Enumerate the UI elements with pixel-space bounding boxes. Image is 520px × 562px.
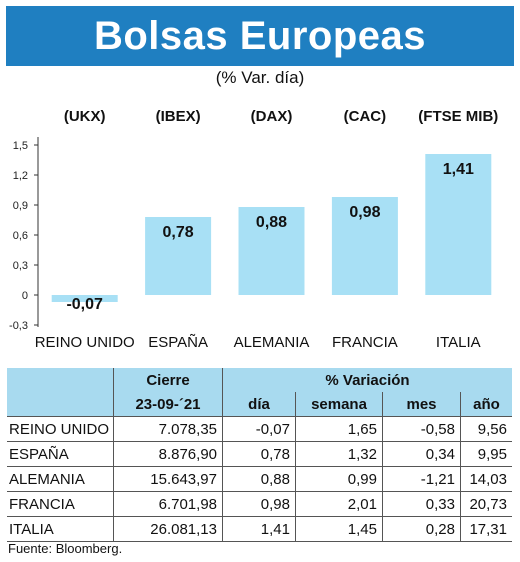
- table-header-ano: año: [460, 392, 512, 417]
- category-label: ALEMANIA: [234, 334, 310, 351]
- index-code-label: (FTSE MIB): [418, 108, 498, 125]
- value-label: -0,07: [66, 296, 103, 313]
- data-table: Cierre % Variación 23-09-´21 día semana …: [7, 368, 512, 542]
- row-cierre: 26.081,13: [113, 516, 223, 542]
- table-header-date: 23-09-´21: [113, 392, 223, 417]
- row-semana: 2,01: [295, 491, 383, 517]
- y-tick-label: 0,3: [13, 260, 28, 272]
- y-tick-label: 0: [22, 290, 28, 302]
- y-tick-label: 0,9: [13, 200, 28, 212]
- category-label: FRANCIA: [332, 334, 398, 351]
- table-header-dia: día: [222, 392, 296, 417]
- row-name: ESPAÑA: [7, 441, 114, 467]
- table-header-mes: mes: [382, 392, 461, 417]
- bar: [238, 207, 305, 295]
- row-dia: 0,88: [222, 466, 296, 492]
- bar-chart: -0,3 0 0,3 0,6 0,9 1,2 1,5 (UKX) -0,07 REINO UNID…: [9, 108, 498, 351]
- category-label: ITALIA: [436, 334, 481, 351]
- row-name: ALEMANIA: [7, 466, 114, 492]
- row-mes: 0,28: [382, 516, 461, 542]
- table-row: ITALIA 26.081,13 1,41 1,45 0,28 17,31: [7, 516, 512, 542]
- row-semana: 1,65: [295, 416, 383, 442]
- index-code-label: (CAC): [344, 108, 387, 125]
- value-label: 1,41: [443, 161, 474, 178]
- row-semana: 0,99: [295, 466, 383, 492]
- table-row: FRANCIA 6.701,98 0,98 2,01 0,33 20,73: [7, 491, 512, 517]
- value-label: 0,78: [163, 224, 194, 241]
- y-tick-label: 1,2: [13, 170, 28, 182]
- row-mes: -1,21: [382, 466, 461, 492]
- category-label: ESPAÑA: [148, 334, 208, 351]
- category-label: REINO UNIDO: [35, 334, 135, 351]
- bar: [145, 217, 212, 295]
- row-semana: 1,32: [295, 441, 383, 467]
- table-header-variacion: % Variación: [222, 368, 512, 392]
- row-mes: -0,58: [382, 416, 461, 442]
- row-mes: 0,33: [382, 491, 461, 517]
- y-tick-label: 1,5: [13, 140, 28, 152]
- row-name: REINO UNIDO: [7, 416, 114, 442]
- row-cierre: 6.701,98: [113, 491, 223, 517]
- row-cierre: 15.643,97: [113, 466, 223, 492]
- row-name: FRANCIA: [7, 491, 114, 517]
- row-mes: 0,34: [382, 441, 461, 467]
- row-dia: 0,78: [222, 441, 296, 467]
- row-cierre: 7.078,35: [113, 416, 223, 442]
- chart-subtitle: (% Var. día): [215, 68, 305, 87]
- row-ano: 9,95: [460, 441, 512, 467]
- table-row: ESPAÑA 8.876,90 0,78 1,32 0,34 9,95: [7, 441, 512, 467]
- table-row: REINO UNIDO 7.078,35 -0,07 1,65 -0,58 9,…: [7, 416, 512, 442]
- table-header-cierre: Cierre: [113, 368, 223, 392]
- table-header-blank: [7, 368, 114, 392]
- row-ano: 9,56: [460, 416, 512, 442]
- index-code-label: (IBEX): [156, 108, 201, 125]
- row-cierre: 8.876,90: [113, 441, 223, 467]
- row-ano: 20,73: [460, 491, 512, 517]
- row-dia: 1,41: [222, 516, 296, 542]
- row-ano: 17,31: [460, 516, 512, 542]
- table-header-row: Cierre % Variación: [7, 368, 512, 392]
- bar: [331, 197, 398, 295]
- index-code-label: (UKX): [64, 108, 106, 125]
- row-name: ITALIA: [7, 516, 114, 542]
- value-label: 0,98: [349, 204, 380, 221]
- table-subheader-blank: [7, 392, 114, 417]
- page-title: Bolsas Europeas: [93, 14, 427, 58]
- table-subheader-row: 23-09-´21 día semana mes año: [7, 392, 512, 417]
- table-row: ALEMANIA 15.643,97 0,88 0,99 -1,21 14,03: [7, 466, 512, 492]
- table-header-semana: semana: [295, 392, 383, 417]
- y-tick-label: -0,3: [9, 320, 28, 332]
- row-dia: -0,07: [222, 416, 296, 442]
- bar: [51, 295, 118, 302]
- value-label: 0,88: [256, 214, 287, 231]
- source-note: Fuente: Bloomberg.: [8, 541, 123, 556]
- title-band: Bolsas Europeas: [6, 6, 514, 66]
- y-tick-label: 0,6: [13, 230, 28, 242]
- row-dia: 0,98: [222, 491, 296, 517]
- row-ano: 14,03: [460, 466, 512, 492]
- index-code-label: (DAX): [251, 108, 293, 125]
- bar: [425, 154, 492, 295]
- row-semana: 1,45: [295, 516, 383, 542]
